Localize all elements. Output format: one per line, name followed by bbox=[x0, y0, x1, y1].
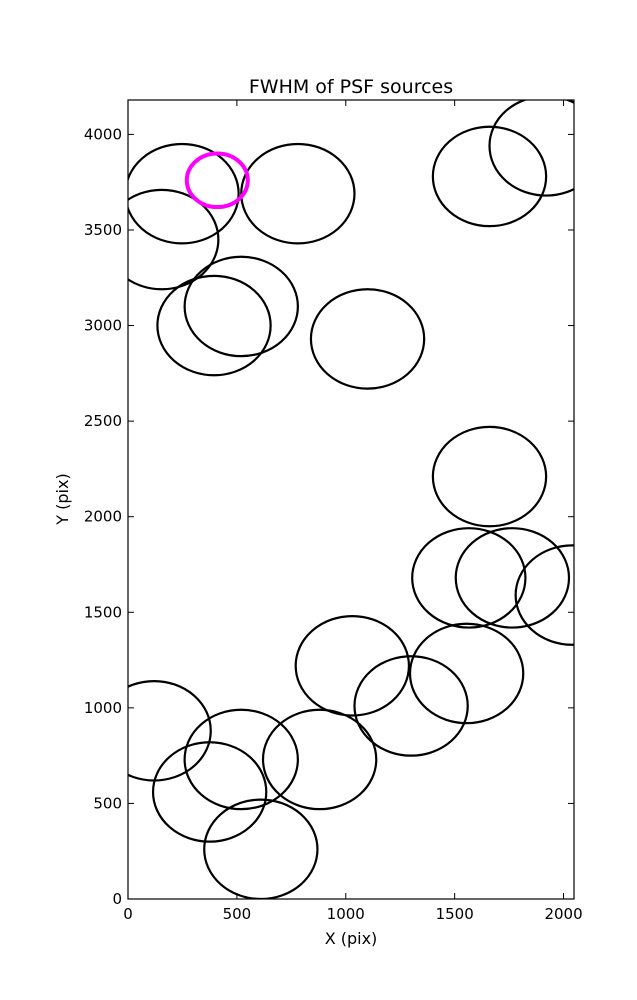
y-axis-label: Y (pix) bbox=[53, 473, 72, 525]
x-tick-label: 1000 bbox=[327, 905, 365, 923]
psf-source-circle bbox=[128, 680, 212, 782]
psf-source-circle bbox=[309, 288, 426, 390]
psf-source-circle bbox=[128, 188, 220, 291]
y-tick-label: 500 bbox=[93, 794, 122, 812]
x-axis: 0 500 1000 1500 2000 bbox=[123, 100, 583, 923]
y-tick-label: 1000 bbox=[84, 699, 122, 717]
y-tick-label: 1500 bbox=[84, 603, 122, 621]
y-tick-label: 3000 bbox=[84, 317, 122, 335]
y-tick-label: 4000 bbox=[84, 125, 122, 143]
y-tick-label: 2000 bbox=[84, 508, 122, 526]
psf-source-circle bbox=[431, 425, 548, 528]
psf-source-highlight bbox=[184, 151, 250, 210]
x-tick-label: 2000 bbox=[544, 905, 582, 923]
x-tick-label: 0 bbox=[123, 905, 133, 923]
x-tick-label: 500 bbox=[223, 905, 252, 923]
psf-source-circle bbox=[183, 255, 299, 358]
chart-title: FWHM of PSF sources bbox=[249, 76, 453, 98]
psf-source-circle bbox=[488, 100, 574, 197]
psf-source-circle bbox=[353, 655, 469, 757]
x-axis-label: X (pix) bbox=[325, 929, 378, 948]
y-tick-label: 0 bbox=[112, 890, 122, 908]
psf-source-circle bbox=[454, 527, 571, 629]
y-tick-label: 2500 bbox=[84, 412, 122, 430]
psf-source-circle bbox=[408, 622, 525, 725]
psf-source-circle bbox=[261, 708, 378, 811]
plot-area bbox=[128, 100, 574, 899]
psf-source-circle bbox=[411, 527, 527, 629]
psf-source-circle bbox=[183, 708, 299, 811]
x-tick-label: 1500 bbox=[436, 905, 474, 923]
psf-source-circle bbox=[203, 798, 319, 899]
y-axis: 0 500 1000 1500 2000 2500 3000 3500 4000 bbox=[84, 125, 574, 908]
psf-source-circle bbox=[156, 274, 272, 377]
psf-source-circle bbox=[240, 142, 356, 245]
plot-frame bbox=[127, 99, 575, 900]
psf-source-circle bbox=[431, 125, 548, 228]
y-tick-label: 3500 bbox=[84, 221, 122, 239]
psf-source-circle bbox=[128, 142, 240, 245]
psf-source-circle bbox=[294, 615, 411, 717]
psf-source-circle bbox=[514, 544, 574, 646]
